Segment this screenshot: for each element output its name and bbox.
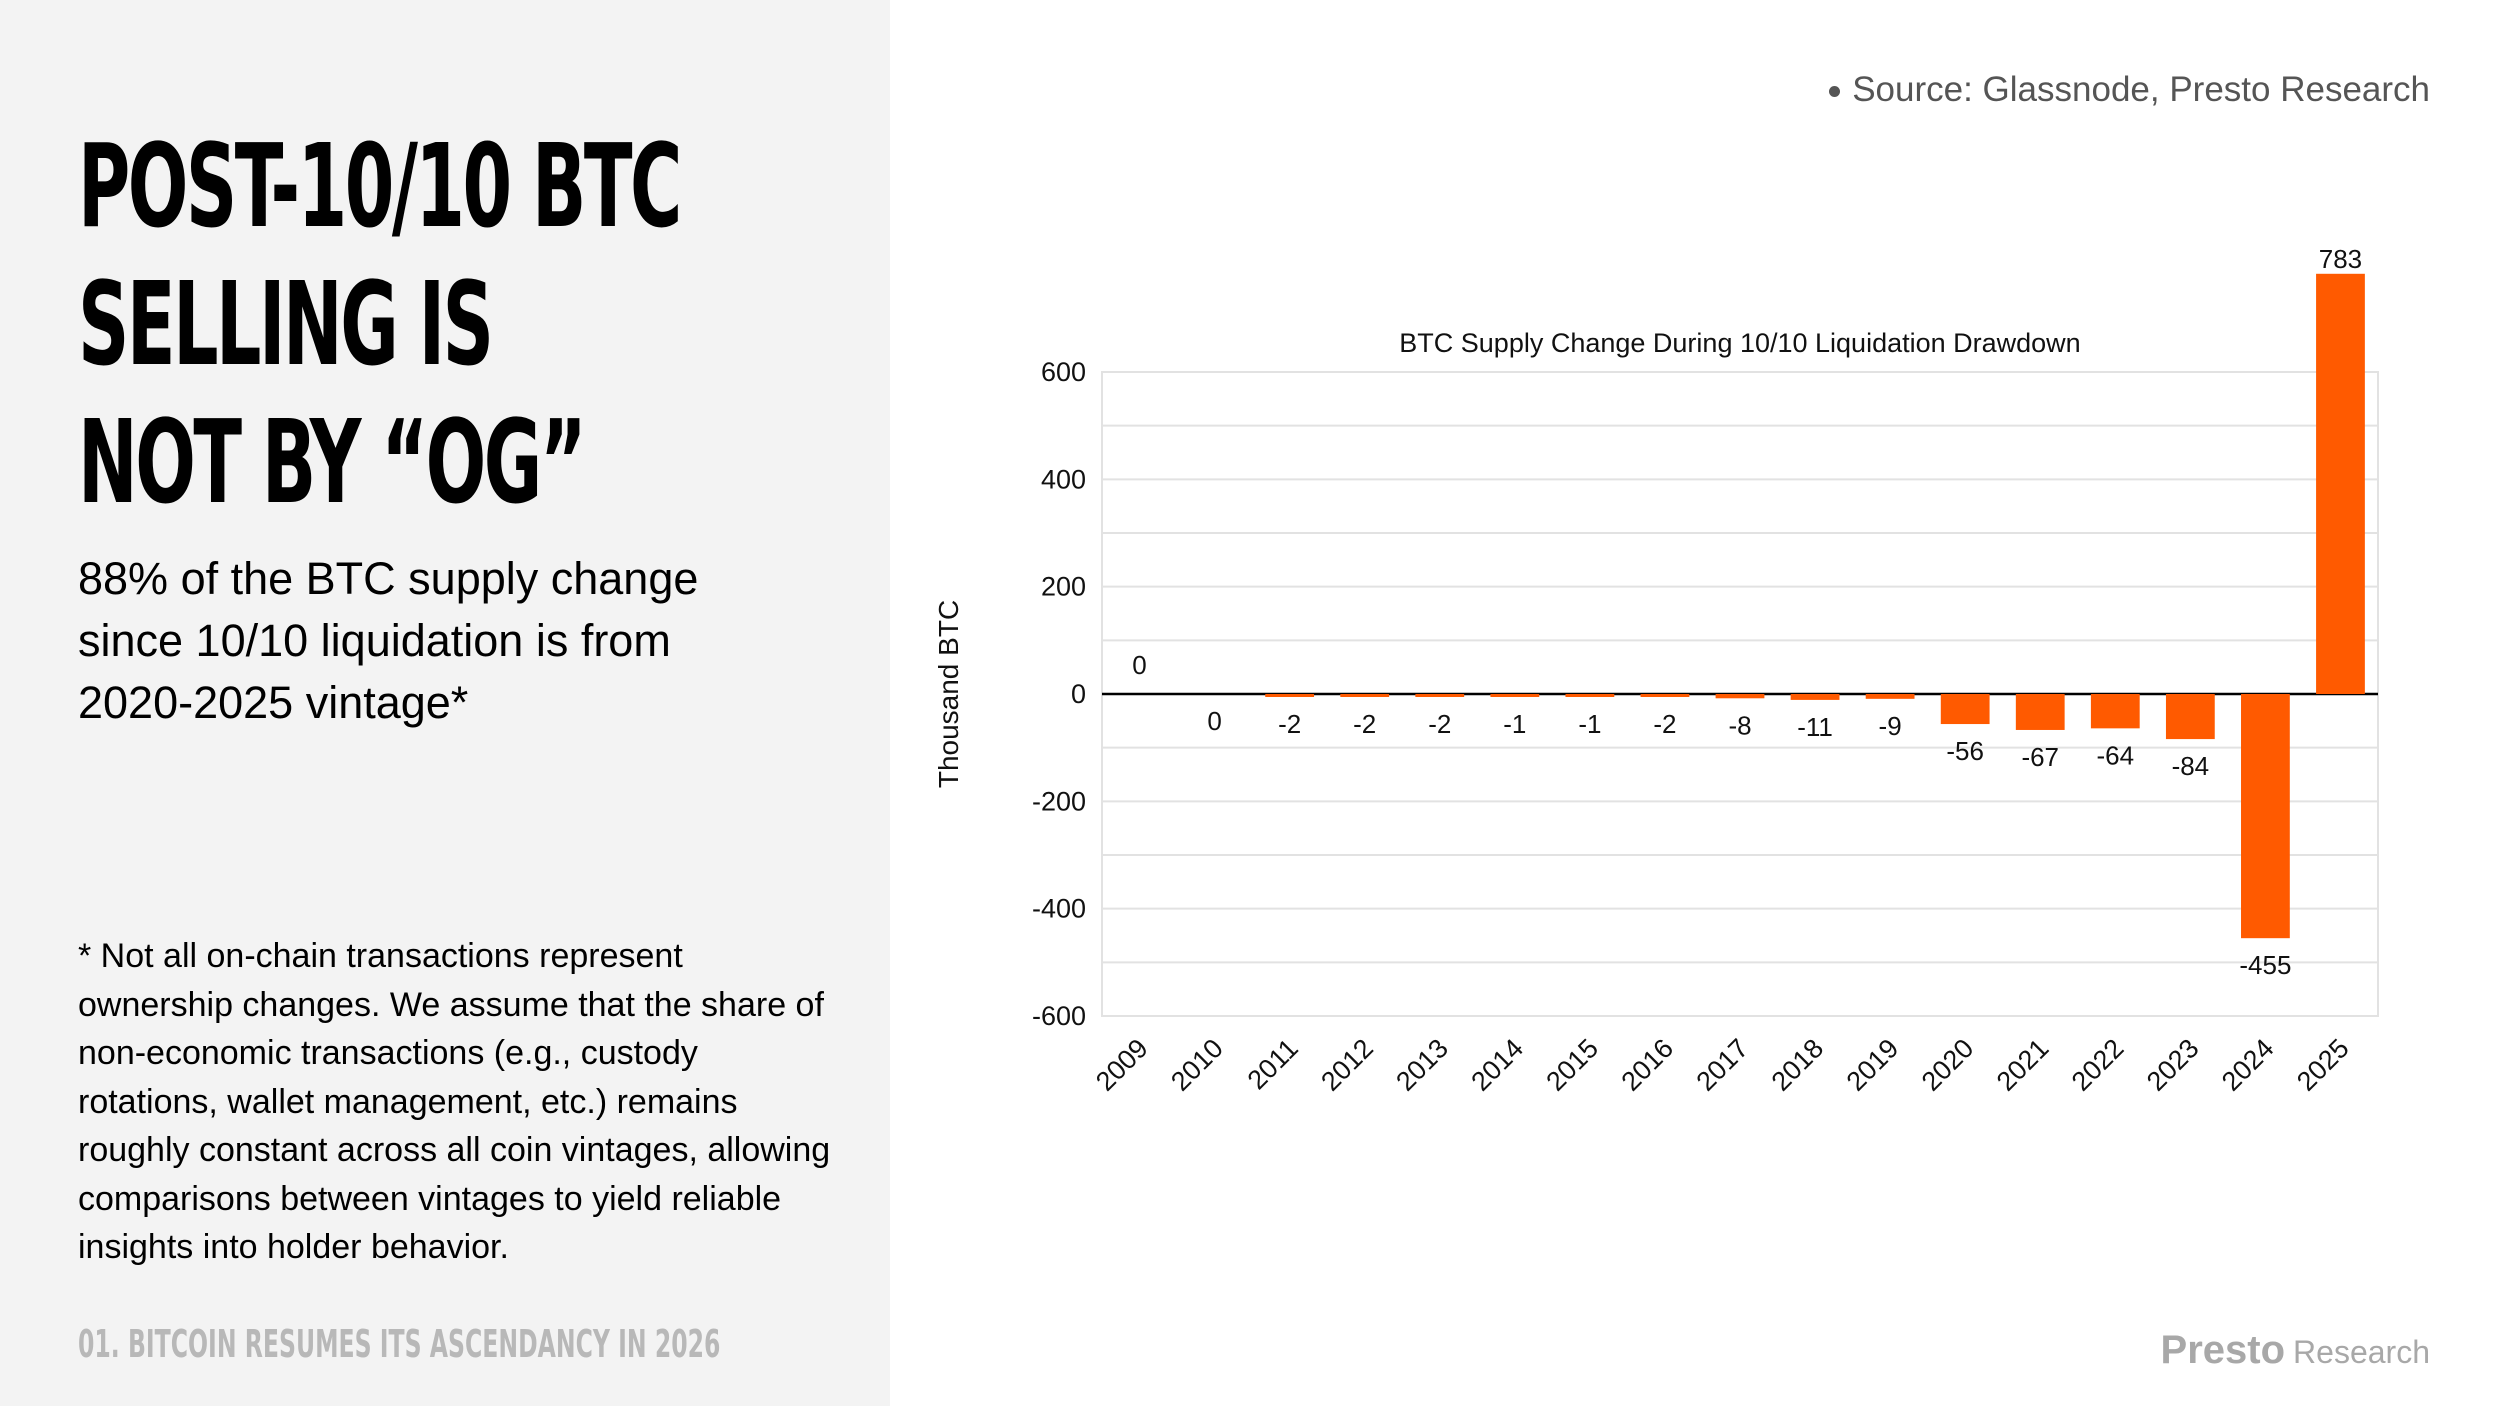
bar: [2165, 694, 2215, 740]
brand-logo: Presto Research: [2161, 1328, 2430, 1373]
brand-sub: Research: [2293, 1334, 2430, 1370]
data-label: -67: [2021, 742, 2059, 772]
y-axis-label: Thousand BTC: [933, 600, 964, 788]
x-tick-label: 2010: [1165, 1033, 1229, 1097]
x-tick-label: 2012: [1315, 1033, 1379, 1097]
x-tick-label: 2023: [2141, 1033, 2205, 1097]
data-label: -2: [1278, 709, 1301, 739]
subhead: 88% of the BTC supply change since 10/10…: [78, 553, 699, 728]
x-tick-label: 2016: [1615, 1033, 1679, 1097]
bar: [1715, 694, 1765, 699]
source-note: Source: Glassnode, Presto Research: [1829, 70, 2430, 110]
x-tick-label: 2013: [1390, 1033, 1454, 1097]
bar-layer: [1265, 273, 2365, 939]
y-tick-label: 400: [1041, 464, 1086, 494]
data-label: -8: [1728, 710, 1751, 740]
x-tick-label: 2015: [1540, 1033, 1604, 1097]
data-label: -1: [1578, 709, 1601, 739]
footnote: * Not all on-chain transactions represen…: [78, 937, 831, 1266]
y-tick-label: -600: [1032, 1001, 1086, 1031]
x-tick-label: 2011: [1242, 1033, 1304, 1095]
x-tick-label: 2022: [2066, 1033, 2130, 1097]
data-label: -2: [1653, 709, 1676, 739]
y-tick-label: 200: [1041, 572, 1086, 602]
data-label: -64: [2097, 740, 2135, 770]
bar: [1565, 694, 1615, 697]
x-tick-label: 2021: [1991, 1033, 2055, 1097]
x-tick-label: 2024: [2216, 1033, 2280, 1097]
x-tick-label: 2020: [1916, 1033, 1980, 1097]
headline: POST-10/10 BTC SELLING IS NOT BY “OG”: [78, 118, 682, 532]
bar: [2316, 273, 2365, 694]
chart-title: BTC Supply Change During 10/10 Liquidati…: [1399, 328, 2080, 358]
bar: [1940, 694, 1990, 725]
x-tick-label: 2017: [1691, 1033, 1755, 1097]
bar: [1790, 694, 1840, 700]
bar: [1865, 694, 1915, 699]
bar: [1640, 694, 1690, 697]
bar: [2090, 694, 2140, 729]
section-label: 01. BITCOIN RESUMES ITS ASCENDANCY IN 20…: [78, 1322, 721, 1366]
x-tick-label: 2009: [1090, 1033, 1154, 1097]
brand-name: Presto: [2160, 1328, 2286, 1372]
data-label: -2: [1428, 709, 1451, 739]
x-tick-label: 2019: [1841, 1033, 1905, 1097]
bar: [1340, 694, 1390, 697]
data-label: -9: [1879, 711, 1902, 741]
y-tick-label: -400: [1032, 894, 1086, 924]
data-label: -455: [2239, 950, 2291, 980]
bullet-icon: [1829, 86, 1841, 98]
bar: [2015, 694, 2065, 730]
bar: [2241, 694, 2290, 939]
data-label: -2: [1353, 709, 1376, 739]
data-label: -1: [1503, 709, 1526, 739]
x-tick-label: 2014: [1465, 1033, 1529, 1097]
data-label: -11: [1797, 712, 1833, 742]
label-layer: 0 0 -2 -2 -2 -1 -1 -2 -8 -11 -9 -56 -67 -64 -84 -455 783: [1132, 244, 2362, 980]
data-label: 0: [1207, 706, 1221, 736]
y-tick-label: -200: [1032, 786, 1086, 816]
bar: [1415, 694, 1465, 697]
y-tick-label: 600: [1041, 357, 1086, 387]
bar: [1265, 694, 1315, 697]
data-label: 0: [1132, 650, 1146, 680]
y-tick-label: 0: [1071, 679, 1086, 709]
data-label: -84: [2172, 751, 2210, 781]
bar: [1490, 694, 1540, 697]
x-tick-label: 2018: [1766, 1033, 1830, 1097]
headline-line-3: NOT BY “OG”: [78, 396, 587, 530]
data-label: 783: [2319, 244, 2362, 274]
bar-chart: BTC Supply Change During 10/10 Liquidati…: [933, 244, 2379, 1097]
left-panel: [0, 0, 890, 1406]
source-text: Source: Glassnode, Presto Research: [1852, 70, 2430, 109]
headline-line-1: POST-10/10 BTC: [78, 120, 682, 254]
data-label: -56: [1946, 736, 1984, 766]
x-tick-label: 2025: [2291, 1033, 2355, 1097]
headline-line-2: SELLING IS: [78, 258, 494, 392]
